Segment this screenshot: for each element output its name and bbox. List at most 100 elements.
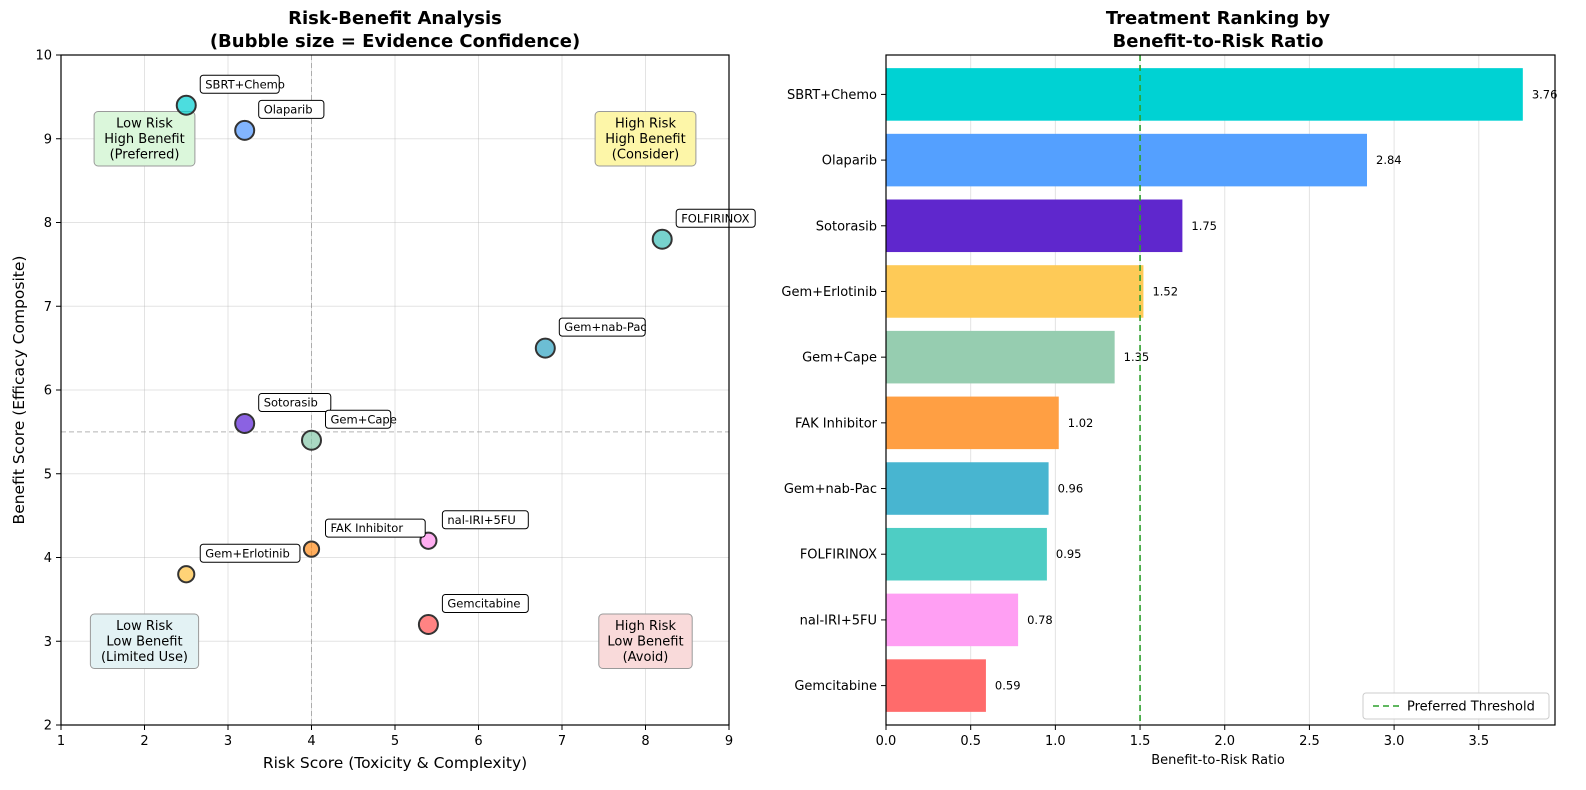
point-label-box — [199, 543, 301, 563]
scatter-x-tick-label: 6 — [474, 734, 482, 749]
scatter-y-tick-label: 6 — [44, 384, 52, 399]
point-label-text: Gem+nab-Pac — [564, 320, 646, 334]
legend-box — [1362, 692, 1550, 720]
scatter-x-tick-label: 5 — [391, 734, 399, 749]
bar-gemcitabine — [886, 659, 986, 712]
quadrant-label-text: High Benefit — [104, 132, 184, 147]
scatter-y-tick-label: 7 — [44, 300, 52, 315]
scatter-point-labels: SBRT+Chemo Olaparib FOLFIRINOX Gem+nab-Pac S… — [199, 74, 756, 613]
bar-value-label-nal-iri-5fu: 0.78 — [1027, 613, 1053, 627]
point-label-gemcitabine: Gemcitabine — [441, 594, 529, 613]
bar-value-label-sbrt-chemo: 3.76 — [1532, 87, 1558, 101]
bar-plot-frame — [885, 54, 1556, 726]
bar-x-tick-label: 1.0 — [1045, 734, 1066, 749]
bar-category-ticks: SBRT+Chemo Olaparib Sotorasib Gem+Erlotinib… — [781, 88, 886, 694]
point-folfirinox — [651, 228, 673, 250]
bar-x-tick-label: 3.5 — [1468, 734, 1489, 749]
point-label-olaparib: Olaparib — [258, 99, 325, 119]
bar-x-ticks: 0.0 0.5 1.0 1.5 2.0 2.5 3.0 3.5 — [876, 725, 1489, 749]
bar-x-tick-label: 0.5 — [960, 734, 981, 749]
point-label-folfirinox: FOLFIRINOX — [675, 208, 756, 228]
bar-value-label-gemcitabine: 0.59 — [995, 679, 1021, 693]
bar-value-label-sotorasib: 1.75 — [1191, 219, 1217, 233]
bar-category-label-gemcitabine: Gemcitabine — [794, 679, 877, 694]
point-label-box — [325, 518, 426, 538]
bar-title-line-1: Treatment Ranking by — [1106, 8, 1331, 29]
bar-value-label-folfirinox: 0.95 — [1056, 547, 1082, 561]
quadrant-label-box — [93, 111, 196, 167]
scatter-y-tick-label: 5 — [44, 467, 52, 482]
bar-category-label-gem-erlotinib: Gem+Erlotinib — [781, 285, 877, 300]
bar-x-tick-label: 3.0 — [1384, 734, 1405, 749]
point-label-text: FOLFIRINOX — [681, 211, 749, 225]
point-label-fak-inhibitor: FAK Inhibitor — [325, 518, 426, 538]
point-label-box — [258, 99, 325, 119]
point-gem-erlotinib — [177, 565, 196, 584]
quadrant-label-text: High Risk — [615, 117, 676, 132]
quadrant-label-text: High Benefit — [605, 132, 685, 147]
bar-folfirinox — [886, 527, 1047, 581]
point-label-text: Gem+Erlotinib — [205, 546, 290, 560]
point-sotorasib — [234, 413, 256, 434]
bar-gem-nab-pac — [886, 462, 1049, 515]
scatter-title-line-1: Risk-Benefit Analysis — [288, 8, 502, 29]
bar-category-label-folfirinox: FOLFIRINOX — [800, 548, 877, 563]
point-label-box — [258, 393, 332, 412]
point-label-text: SBRT+Chemo — [205, 77, 285, 91]
scatter-y-tick-label: 2 — [44, 719, 52, 734]
scatter-y-axis-label: Benefit Score (Efficacy Composite) — [10, 256, 28, 525]
bar-category-label-nal-iri-5fu: nal-IRI+5FU — [800, 613, 877, 628]
point-label-nal-iri-5fu: nal-IRI+5FU — [441, 510, 529, 530]
point-label-box — [675, 208, 756, 228]
point-gemcitabine — [417, 614, 439, 635]
bar-gem-cape — [886, 330, 1115, 384]
quadrant-label-box — [89, 613, 200, 669]
scatter-x-axis-label: Risk Score (Toxicity & Complexity) — [263, 754, 527, 772]
bar-category-label-fak-inhibitor: FAK Inhibitor — [795, 416, 878, 431]
bar-value-label-gem-nab-pac: 0.96 — [1058, 482, 1084, 496]
quadrant-label-text: Low Risk — [116, 619, 173, 634]
scatter-x-tick-label: 8 — [641, 734, 649, 749]
point-label-box — [441, 510, 529, 530]
point-label-box — [441, 594, 529, 613]
bar-x-axis-label: Benefit-to-Risk Ratio — [1151, 753, 1285, 768]
quadrant-label-text: Low Benefit — [106, 635, 182, 650]
scatter-x-tick-label: 3 — [224, 734, 232, 749]
bar-x-tick-label: 2.0 — [1214, 734, 1235, 749]
scatter-points — [175, 94, 673, 635]
bar-series — [886, 68, 1523, 712]
quadrant-label-box — [594, 111, 697, 167]
bar-value-labels: 3.76 2.84 1.75 1.52 1.35 1.02 0.96 0.95 0.78 0.59 — [995, 87, 1558, 692]
scatter-title-line-2: (Bubble size = Evidence Confidence) — [210, 31, 580, 52]
bar-fak-inhibitor — [886, 396, 1059, 450]
bar-sbrt-chemo — [886, 68, 1523, 121]
quadrant-label-box — [598, 613, 693, 669]
point-label-gem-nab-pac: Gem+nab-Pac — [558, 317, 647, 337]
scatter-x-tick-label: 9 — [725, 734, 733, 749]
quadrant-label-text: Low Benefit — [607, 635, 683, 650]
bar-category-label-gem-cape: Gem+Cape — [802, 351, 877, 366]
scatter-y-tick-label: 8 — [44, 216, 52, 231]
bar-value-label-fak-inhibitor: 1.02 — [1068, 416, 1094, 430]
scatter-x-tick-label: 1 — [57, 734, 65, 749]
scatter-y-tick-label: 10 — [35, 49, 52, 64]
bar-legend: Preferred Threshold — [1362, 692, 1550, 720]
benefit-risk-ratio-bar-chart: Treatment Ranking by Benefit-to-Risk Rat… — [781, 8, 1557, 768]
point-label-text: nal-IRI+5FU — [447, 513, 515, 527]
point-gem-cape — [301, 429, 322, 451]
bar-title-line-2: Benefit-to-Risk Ratio — [1113, 31, 1324, 52]
scatter-y-tick-label: 9 — [44, 132, 52, 147]
quadrant-label-text: Low Risk — [116, 117, 173, 132]
point-label-text: FAK Inhibitor — [331, 521, 404, 535]
point-sbrt-chemo — [175, 94, 197, 116]
bar-nal-iri-5fu — [886, 593, 1019, 647]
point-label-box — [325, 409, 392, 429]
bar-value-label-gem-cape: 1.35 — [1124, 350, 1150, 364]
bar-category-label-gem-nab-pac: Gem+nab-Pac — [784, 482, 877, 497]
point-label-text: Gemcitabine — [447, 597, 520, 611]
bar-value-label-olaparib: 2.84 — [1376, 153, 1402, 167]
